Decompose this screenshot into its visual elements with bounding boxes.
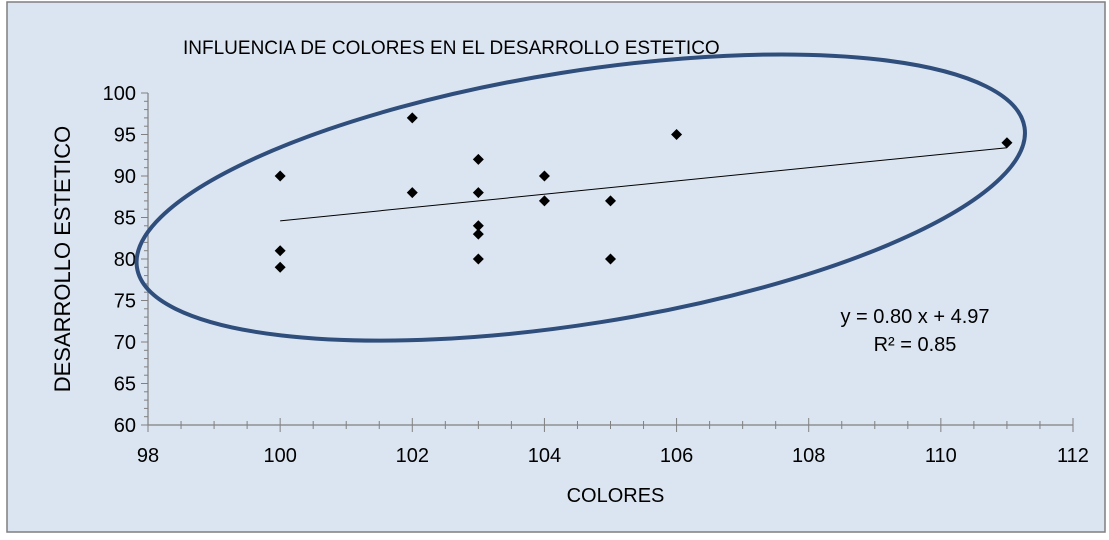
x-tick-label: 106	[660, 445, 693, 467]
data-point	[274, 170, 286, 182]
data-point	[274, 245, 286, 257]
data-point	[605, 195, 616, 207]
highlight-ellipse	[134, 52, 1027, 343]
highlight-ellipse-layer	[134, 52, 1027, 343]
data-point	[274, 261, 286, 273]
trendline-equation: y = 0.80 x + 4.97	[841, 306, 990, 328]
x-tick-label: 110	[925, 445, 957, 467]
tick-marks	[141, 92, 1074, 432]
y-tick-label: 75	[114, 291, 136, 313]
x-tick-label: 102	[396, 445, 429, 467]
data-point	[538, 195, 550, 207]
trendline	[280, 147, 1007, 222]
data-point	[406, 187, 418, 199]
tick-labels: 60 65 70 75 80 85 90 95 100 98 100 102 104 106 108 110 1…	[103, 83, 1089, 467]
trendline-layer	[280, 147, 1007, 222]
data-point	[671, 129, 683, 140]
y-tick-label: 100	[103, 83, 136, 105]
data-point	[538, 170, 550, 182]
y-tick-label: 70	[114, 332, 136, 354]
data-point	[472, 153, 484, 165]
y-axis-title: DESARROLLO ESTETICO	[50, 126, 75, 393]
y-tick-label: 60	[114, 415, 136, 437]
data-point	[472, 220, 484, 232]
data-point	[1001, 137, 1013, 149]
y-tick-label: 95	[114, 125, 136, 147]
x-tick-label: 112	[1057, 445, 1089, 467]
r-squared-label: R² = 0.85	[874, 334, 957, 356]
y-tick-label: 65	[114, 374, 136, 396]
x-tick-label: 108	[792, 445, 825, 467]
x-tick-label: 98	[137, 445, 159, 467]
chart-title: INFLUENCIA DE COLORES EN EL DESARROLLO E…	[183, 38, 720, 59]
y-tick-label: 85	[114, 208, 136, 230]
y-tick-label: 90	[114, 166, 136, 188]
data-point	[605, 253, 616, 265]
data-point	[472, 187, 484, 199]
y-tick-label: 80	[114, 249, 136, 271]
x-tick-label: 104	[528, 445, 561, 467]
data-points	[274, 112, 1013, 273]
data-point	[472, 253, 484, 265]
chart-background	[6, 1, 1106, 533]
x-axis-title: COLORES	[567, 485, 665, 507]
data-point	[406, 112, 418, 124]
x-tick-label: 100	[263, 445, 296, 467]
data-point	[472, 228, 484, 240]
